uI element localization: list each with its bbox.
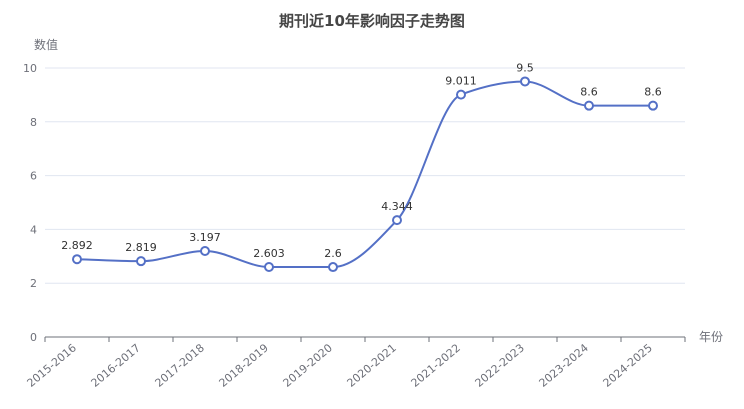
y-tick-label: 2 bbox=[30, 277, 37, 290]
data-label: 2.6 bbox=[324, 247, 342, 260]
x-tick-label: 2016-2017 bbox=[89, 341, 143, 390]
data-point bbox=[72, 254, 82, 265]
grid-lines bbox=[45, 67, 685, 284]
y-tick-label: 0 bbox=[30, 331, 37, 344]
data-label: 9.011 bbox=[445, 75, 477, 88]
data-point bbox=[584, 100, 594, 111]
data-point bbox=[392, 215, 402, 226]
y-tick-label: 8 bbox=[30, 116, 37, 129]
x-tick-label: 2021-2022 bbox=[409, 341, 463, 390]
x-tick-label: 2023-2024 bbox=[537, 341, 591, 390]
data-point bbox=[520, 76, 530, 87]
data-point bbox=[328, 262, 338, 273]
data-point bbox=[136, 256, 146, 267]
data-points bbox=[72, 76, 658, 273]
data-point bbox=[648, 100, 658, 111]
x-tick-label: 2017-2018 bbox=[153, 341, 207, 390]
x-tick-label: 2019-2020 bbox=[281, 341, 335, 390]
series-line bbox=[76, 80, 653, 269]
x-axis-name: 年份 bbox=[699, 330, 723, 344]
x-axis-ticks: 2015-2016 2016-2017 2017-2018 2018-2019 2019… bbox=[25, 341, 655, 390]
data-label: 9.5 bbox=[516, 61, 534, 74]
data-label: 2.892 bbox=[61, 239, 93, 252]
data-label: 2.819 bbox=[125, 241, 157, 254]
data-label: 4.344 bbox=[381, 200, 413, 213]
data-label: 8.6 bbox=[580, 86, 598, 99]
x-axis bbox=[44, 336, 686, 342]
y-axis-ticks: 0 2 4 6 8 10 bbox=[23, 62, 37, 344]
data-point bbox=[264, 261, 274, 272]
data-point bbox=[456, 89, 466, 100]
data-labels: 2.892 2.819 3.197 2.603 2.6 4.344 9.011 9.5 8.6 8… bbox=[61, 61, 662, 260]
chart-title: 期刊近10年影响因子走势图 bbox=[279, 12, 465, 30]
y-tick-label: 6 bbox=[30, 170, 37, 183]
x-tick-label: 2015-2016 bbox=[25, 341, 79, 390]
data-label: 3.197 bbox=[189, 231, 221, 244]
y-tick-label: 10 bbox=[23, 62, 37, 75]
x-tick-label: 2018-2019 bbox=[217, 341, 271, 390]
data-label: 8.6 bbox=[644, 86, 662, 99]
y-tick-label: 4 bbox=[30, 223, 37, 236]
x-tick-label: 2022-2023 bbox=[473, 341, 527, 390]
y-axis-name: 数值 bbox=[34, 37, 58, 52]
x-tick-label: 2020-2021 bbox=[345, 341, 399, 390]
x-tick-label: 2024-2025 bbox=[601, 341, 655, 390]
data-point bbox=[200, 246, 210, 257]
data-label: 2.603 bbox=[253, 247, 285, 260]
